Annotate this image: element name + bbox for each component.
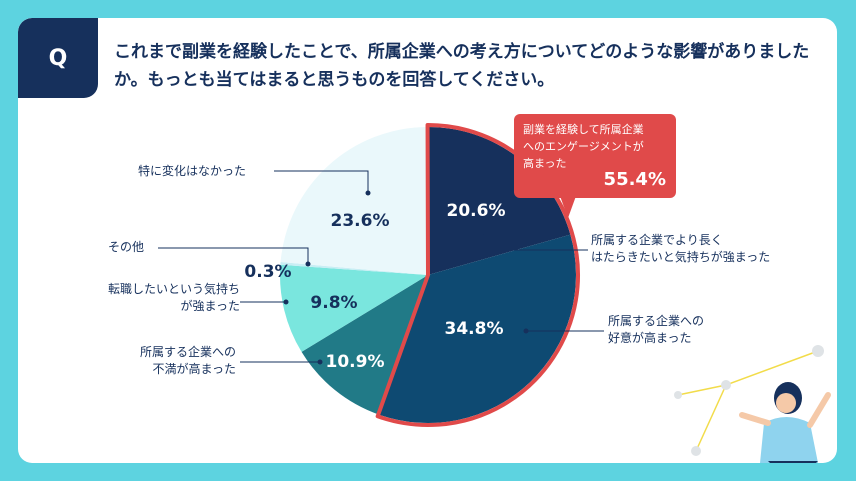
category-label: 転職したいという気持ち が強まった [107, 282, 240, 313]
character-illustration [674, 345, 831, 463]
pie-slice [428, 127, 571, 275]
leader-line [274, 170, 369, 193]
callout-label-line: 副業を経験して所属企業 [523, 123, 644, 136]
slice-value-label: 23.6% [331, 211, 390, 231]
pie-slice [280, 127, 428, 275]
callout-label-line: 高まった [523, 157, 567, 170]
pie-slice [301, 275, 428, 415]
highlight-outline [375, 123, 580, 427]
pie-slice [378, 234, 576, 423]
leader-dot [479, 233, 485, 239]
chart-card: Q これまで副業を経験したことで、所属企業への考え方についてどのような影響があり… [18, 18, 837, 463]
slice-value-label: 34.8% [445, 319, 504, 339]
category-label: その他 [108, 240, 145, 254]
callout-value: 55.4% [603, 169, 666, 190]
callout-pointer [560, 196, 576, 218]
callout-label-line: へのエンゲージメントが [523, 140, 644, 153]
leader-dot [283, 299, 289, 305]
pie-slice [280, 261, 428, 275]
leader-dot [523, 328, 529, 334]
category-label: 特に変化はなかった [138, 164, 247, 178]
leader-line [481, 236, 588, 251]
slice-value-label: 10.9% [326, 352, 385, 372]
question-text: これまで副業を経験したことで、所属企業への考え方についてどのような影響がありまし… [114, 42, 810, 90]
slice-value-label: 9.8% [310, 293, 357, 313]
category-label: 所属する企業への 不満が高まった [139, 345, 236, 376]
pie-chart: 20.6% 34.8% 10.9% 9.8% 0.3% 23.6% [158, 123, 604, 427]
callout-label: 副業を経験して所属企業 へのエンゲージメントが 高まった [523, 121, 644, 172]
leader-dot [365, 190, 371, 196]
leader-dot [317, 359, 323, 365]
category-label: 所属する企業への 好意が高まった [608, 314, 705, 345]
question-badge: Q [18, 18, 98, 98]
slice-value-label: 0.3% [244, 262, 291, 282]
category-label: 所属する企業でより長く はたらきたいと気持ちが強まった [591, 233, 771, 264]
engagement-callout: 副業を経験して所属企業 へのエンゲージメントが 高まった 55.4% [514, 114, 676, 198]
slice-value-label: 20.6% [447, 201, 506, 221]
pie-slice [280, 264, 428, 352]
leader-line [158, 247, 309, 264]
leader-dot [305, 261, 311, 267]
